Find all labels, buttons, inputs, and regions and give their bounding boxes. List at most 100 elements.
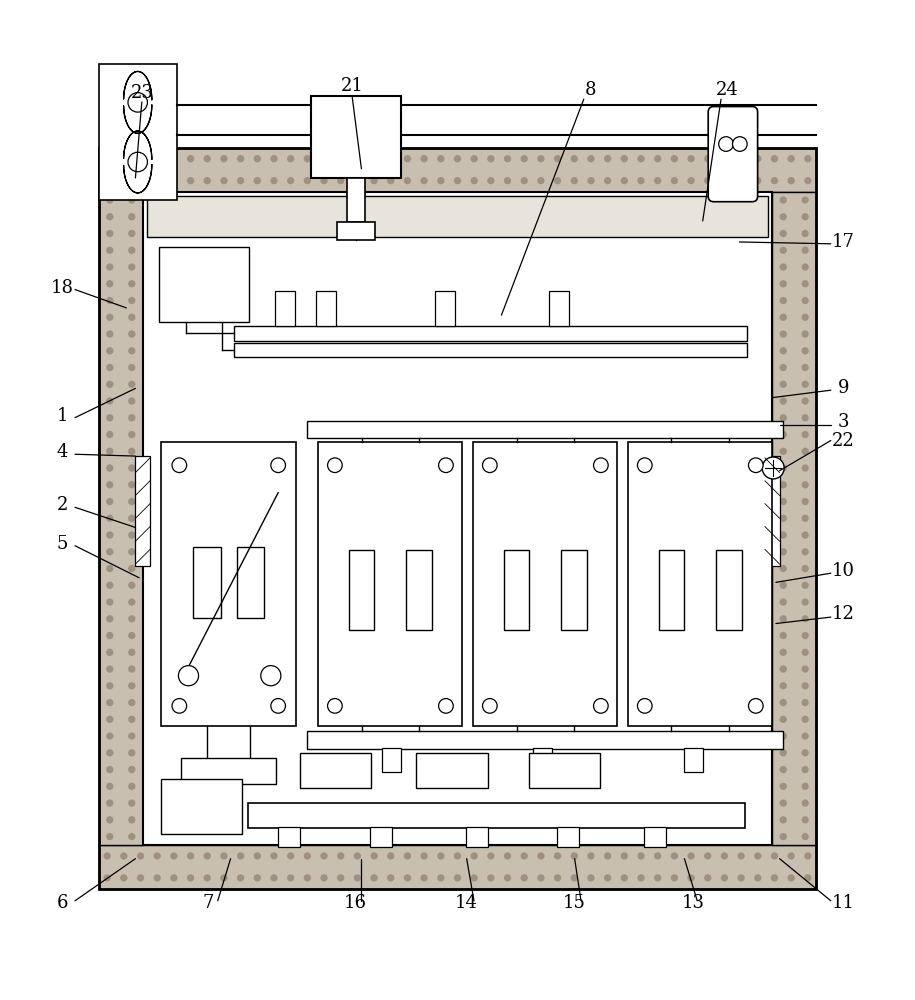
Text: 3: 3 — [838, 413, 849, 431]
Bar — [161, 442, 296, 726]
Circle shape — [404, 155, 411, 162]
Circle shape — [328, 458, 342, 473]
Circle shape — [804, 874, 812, 882]
Circle shape — [802, 230, 809, 237]
Circle shape — [748, 458, 763, 473]
Circle shape — [804, 852, 812, 860]
Circle shape — [780, 732, 787, 740]
Circle shape — [253, 852, 261, 860]
Circle shape — [354, 155, 361, 162]
Circle shape — [802, 364, 809, 371]
Circle shape — [737, 177, 745, 184]
Circle shape — [328, 699, 342, 713]
Circle shape — [638, 177, 645, 184]
Text: 15: 15 — [564, 894, 586, 912]
Circle shape — [780, 582, 787, 589]
Circle shape — [437, 874, 445, 882]
Bar — [147, 196, 768, 237]
Circle shape — [128, 632, 135, 639]
Circle shape — [780, 448, 787, 455]
Circle shape — [128, 381, 135, 388]
Bar — [143, 192, 772, 845]
Circle shape — [154, 874, 161, 882]
Circle shape — [733, 137, 748, 151]
Circle shape — [671, 177, 678, 184]
Text: 4: 4 — [57, 443, 68, 461]
Circle shape — [106, 230, 113, 237]
Circle shape — [521, 177, 528, 184]
Bar — [370, 827, 392, 847]
Circle shape — [780, 297, 787, 304]
Text: 16: 16 — [343, 894, 367, 912]
Circle shape — [780, 515, 787, 522]
Circle shape — [780, 247, 787, 254]
Circle shape — [654, 852, 662, 860]
Circle shape — [780, 498, 787, 505]
Circle shape — [106, 381, 113, 388]
Circle shape — [802, 783, 809, 790]
Circle shape — [802, 381, 809, 388]
Circle shape — [106, 783, 113, 790]
Circle shape — [780, 263, 787, 271]
Circle shape — [128, 481, 135, 488]
Circle shape — [780, 682, 787, 689]
Text: 7: 7 — [203, 894, 214, 912]
Circle shape — [802, 766, 809, 773]
Bar — [416, 753, 488, 788]
Circle shape — [320, 874, 328, 882]
Circle shape — [780, 649, 787, 656]
Circle shape — [106, 431, 113, 438]
Circle shape — [654, 155, 662, 162]
Circle shape — [770, 155, 778, 162]
Circle shape — [128, 213, 135, 220]
Circle shape — [371, 874, 378, 882]
Circle shape — [128, 749, 135, 756]
Circle shape — [487, 852, 494, 860]
Circle shape — [172, 699, 187, 713]
Circle shape — [762, 457, 784, 479]
Circle shape — [106, 699, 113, 706]
Circle shape — [128, 152, 147, 172]
Circle shape — [437, 155, 445, 162]
Circle shape — [571, 874, 578, 882]
Circle shape — [106, 732, 113, 740]
Circle shape — [554, 155, 561, 162]
Circle shape — [354, 852, 361, 860]
Circle shape — [802, 699, 809, 706]
Circle shape — [504, 155, 511, 162]
Text: 8: 8 — [585, 81, 596, 99]
Circle shape — [337, 177, 344, 184]
Circle shape — [802, 632, 809, 639]
Bar — [193, 547, 221, 618]
Circle shape — [204, 874, 211, 882]
Circle shape — [120, 874, 127, 882]
Circle shape — [587, 852, 595, 860]
Circle shape — [337, 852, 344, 860]
Circle shape — [304, 177, 311, 184]
Circle shape — [170, 852, 178, 860]
Circle shape — [120, 852, 127, 860]
Circle shape — [754, 874, 761, 882]
Circle shape — [780, 481, 787, 488]
Circle shape — [128, 263, 135, 271]
Circle shape — [671, 874, 678, 882]
Circle shape — [754, 177, 761, 184]
Circle shape — [587, 155, 595, 162]
Circle shape — [128, 799, 135, 807]
Circle shape — [128, 565, 135, 572]
Circle shape — [454, 874, 461, 882]
Circle shape — [253, 155, 261, 162]
Circle shape — [687, 155, 694, 162]
Circle shape — [780, 766, 787, 773]
Circle shape — [128, 448, 135, 455]
Circle shape — [470, 155, 478, 162]
Bar — [248, 803, 745, 828]
Circle shape — [802, 347, 809, 354]
Circle shape — [721, 177, 728, 184]
Circle shape — [137, 852, 145, 860]
Circle shape — [802, 196, 809, 204]
Circle shape — [128, 280, 135, 287]
Circle shape — [128, 498, 135, 505]
Circle shape — [106, 196, 113, 204]
Circle shape — [802, 213, 809, 220]
